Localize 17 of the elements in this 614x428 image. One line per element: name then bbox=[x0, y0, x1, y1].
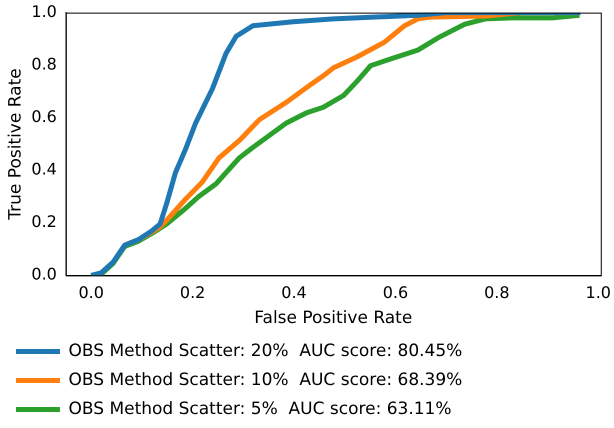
y-tick-label: 0.8 bbox=[31, 54, 57, 74]
x-tick-label: 0.6 bbox=[382, 283, 408, 302]
x-tick-label: 0.4 bbox=[281, 283, 307, 302]
legend-label: OBS Method Scatter: 20% AUC score: 80.45% bbox=[68, 340, 462, 361]
y-tick-label: 0.6 bbox=[31, 106, 57, 126]
y-tick-label: 0.4 bbox=[31, 159, 57, 178]
legend-label: OBS Method Scatter: 5% AUC score: 63.11% bbox=[68, 398, 452, 419]
x-tick-label: 1.0 bbox=[586, 283, 611, 302]
y-tick-label: 1.0 bbox=[31, 2, 57, 21]
x-tick-label: 0.2 bbox=[180, 283, 206, 302]
x-axis-title: False Positive Rate bbox=[254, 308, 412, 328]
legend-label: OBS Method Scatter: 10% AUC score: 68.39% bbox=[68, 370, 462, 390]
x-tick-label: 0.8 bbox=[484, 283, 510, 302]
y-axis-title: True Positive Rate bbox=[6, 68, 26, 221]
y-tick-label: 0.0 bbox=[31, 264, 57, 284]
y-tick-label: 0.2 bbox=[31, 212, 57, 231]
x-tick-label: 0.0 bbox=[78, 283, 104, 302]
